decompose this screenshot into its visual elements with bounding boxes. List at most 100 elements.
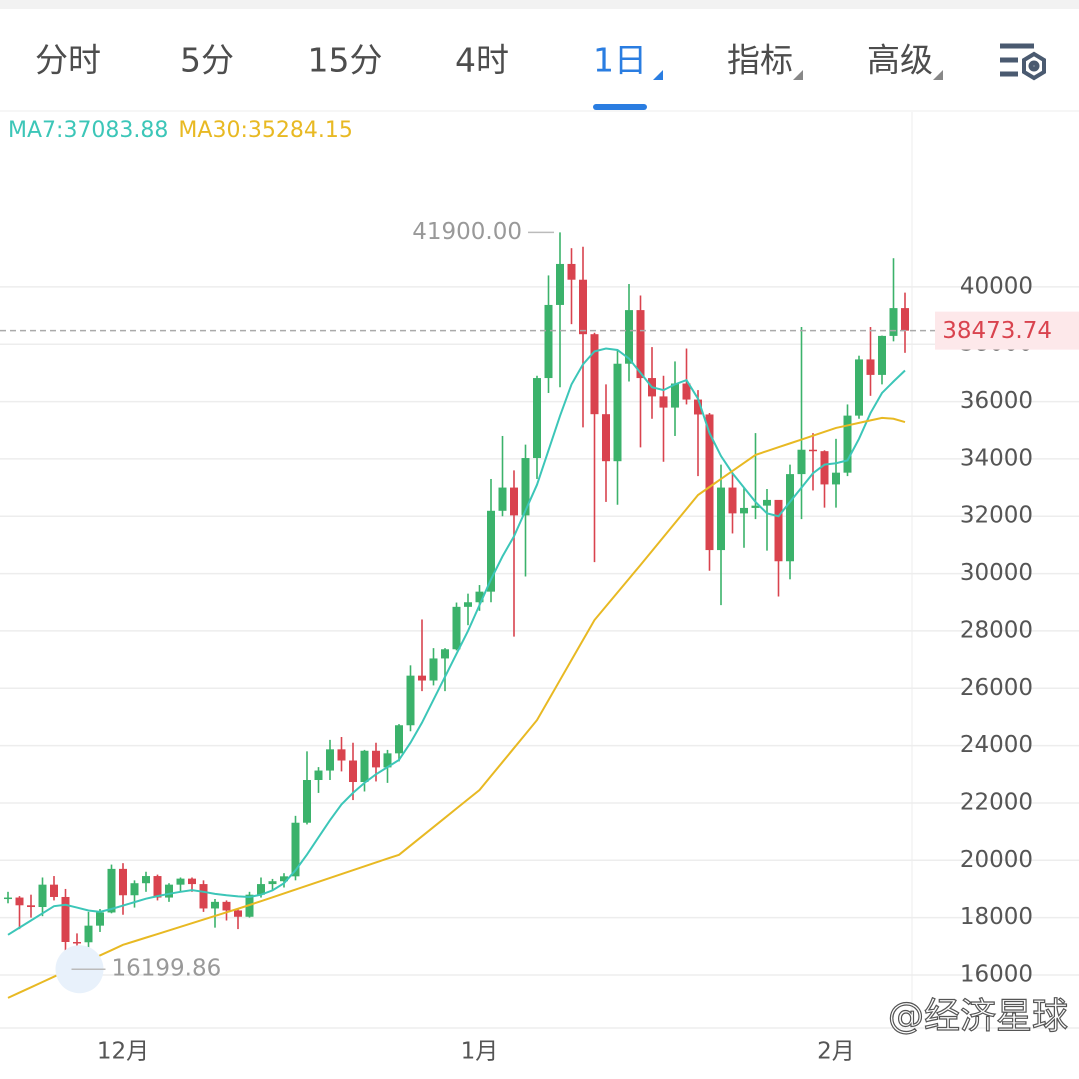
candle xyxy=(234,909,242,930)
candle xyxy=(889,258,898,342)
tab[interactable]: 5分 xyxy=(180,41,234,80)
candle xyxy=(337,737,346,772)
candle-body xyxy=(602,414,610,462)
candle-body xyxy=(4,897,12,900)
candle-body xyxy=(96,912,104,926)
candle-body xyxy=(717,487,725,551)
candle xyxy=(418,619,426,692)
candle xyxy=(866,327,875,396)
candle-body xyxy=(38,884,47,908)
candle-body xyxy=(763,499,771,506)
candle xyxy=(671,361,679,436)
watermark: @经济星球 xyxy=(888,996,1068,1037)
candle-body xyxy=(510,487,518,516)
candle-body xyxy=(349,760,357,783)
candle-body xyxy=(728,487,737,514)
candle xyxy=(429,648,438,686)
candle-body xyxy=(27,905,35,908)
tab[interactable]: 4时 xyxy=(455,41,509,80)
ma-line xyxy=(7,347,906,936)
settings-icon[interactable] xyxy=(1000,43,1046,81)
candle-body xyxy=(429,658,438,681)
candle-body xyxy=(832,472,840,485)
candle xyxy=(809,433,817,491)
candle-body xyxy=(176,878,185,885)
candle xyxy=(280,873,288,888)
y-tick-label: 36000 xyxy=(960,388,1033,414)
y-tick-label: 28000 xyxy=(960,617,1033,643)
candle-body xyxy=(820,451,829,485)
y-tick-label: 26000 xyxy=(960,675,1033,701)
candle-body xyxy=(418,675,426,681)
tab[interactable]: 分时 xyxy=(35,41,101,80)
candle xyxy=(567,248,576,325)
candle xyxy=(510,470,518,637)
candle xyxy=(832,438,840,508)
candle xyxy=(763,489,771,551)
candle xyxy=(740,487,748,548)
y-tick-label: 20000 xyxy=(960,847,1033,873)
candle xyxy=(4,891,12,904)
candle xyxy=(590,332,599,563)
last-price-box xyxy=(935,311,1079,350)
last-price-label: 38473.74 xyxy=(942,318,1052,344)
candle xyxy=(199,880,208,912)
candle xyxy=(579,246,587,428)
candle xyxy=(50,876,58,901)
candle xyxy=(406,665,415,732)
candle-body xyxy=(73,941,81,944)
candle-body xyxy=(625,310,633,364)
candle-body xyxy=(188,878,196,885)
x-tick-label: 2月 xyxy=(817,1039,855,1065)
candle-body xyxy=(705,414,714,551)
tab[interactable]: 15分 xyxy=(308,41,383,80)
candle-body xyxy=(855,359,863,416)
candle-body xyxy=(774,499,783,562)
candle xyxy=(498,435,507,517)
y-tick-label: 34000 xyxy=(960,445,1033,471)
candle xyxy=(878,335,886,385)
tab-caret xyxy=(653,70,663,80)
candle xyxy=(705,413,714,571)
candle xyxy=(613,349,622,505)
candle xyxy=(786,464,794,580)
candle-body xyxy=(326,749,334,771)
candle xyxy=(27,894,35,918)
candle-body xyxy=(119,868,127,896)
candle xyxy=(395,724,403,762)
candle-body xyxy=(786,474,794,562)
candle-body xyxy=(360,750,369,783)
tab[interactable]: 1日 xyxy=(593,41,647,80)
candle xyxy=(314,767,323,793)
candle-body xyxy=(268,881,277,885)
legend: MA7:37083.88 MA30:35284.15 xyxy=(8,118,353,143)
y-tick-label: 22000 xyxy=(960,789,1033,815)
tab[interactable]: 高级 xyxy=(867,41,933,80)
y-tick-label: 18000 xyxy=(960,904,1033,930)
status-strip xyxy=(0,0,1079,9)
candle xyxy=(464,593,472,626)
candle-body xyxy=(372,750,380,768)
candle-body xyxy=(556,263,564,305)
candle xyxy=(901,292,909,353)
candle-body xyxy=(740,507,748,514)
candle xyxy=(820,450,829,508)
candle-body xyxy=(464,602,472,607)
candle xyxy=(349,742,357,801)
candle-body xyxy=(751,505,760,508)
candle xyxy=(544,275,553,393)
candle xyxy=(326,739,334,781)
candle xyxy=(222,900,231,921)
candle-body xyxy=(452,606,461,650)
candle-body xyxy=(682,383,691,400)
high-annotation: 41900.00 xyxy=(412,219,522,245)
candle-body xyxy=(866,359,875,375)
candle-body xyxy=(475,591,484,603)
y-tick-label: 40000 xyxy=(960,273,1033,299)
x-tick-label: 12月 xyxy=(97,1039,149,1065)
tab[interactable]: 指标 xyxy=(727,41,793,80)
candle xyxy=(15,896,24,930)
candle xyxy=(717,464,725,606)
candle-body xyxy=(222,901,231,911)
